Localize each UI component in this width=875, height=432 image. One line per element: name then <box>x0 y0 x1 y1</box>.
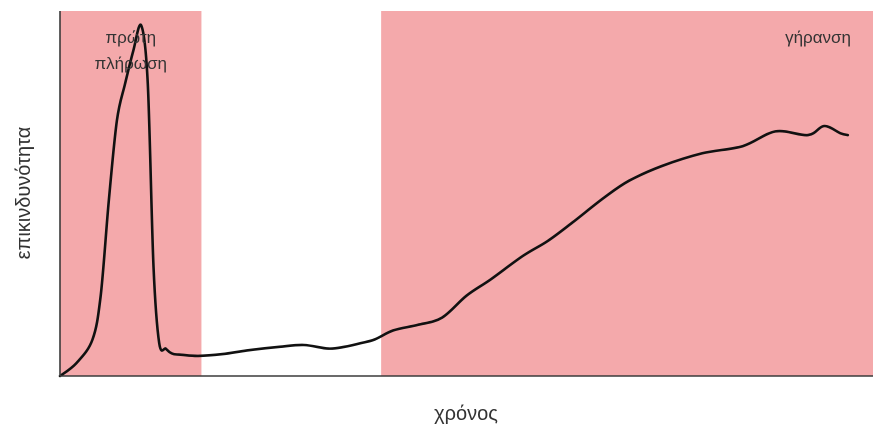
region-label-3-line-1: γήρανση <box>785 28 851 47</box>
region-label-1-line-2: πλήρωση <box>94 54 167 73</box>
y-axis-label: επικινδυνότητα <box>13 127 35 260</box>
region-label-1-line-1: πρώτη <box>105 28 156 47</box>
x-axis-label: χρόνος <box>434 403 498 425</box>
chart-regions <box>60 11 873 376</box>
chart-series <box>58 23 850 378</box>
region-band-1 <box>60 11 202 376</box>
region-band-3 <box>381 11 873 376</box>
series-line-1 <box>58 23 850 378</box>
region-band-2 <box>201 11 382 376</box>
chart-region-labels: πρώτη πλήρωση γήρανση <box>94 28 851 73</box>
